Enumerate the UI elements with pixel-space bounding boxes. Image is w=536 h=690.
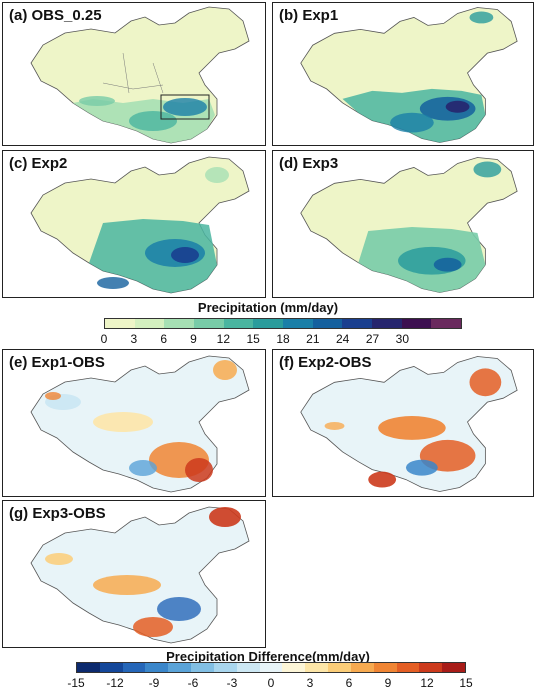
colorbar-swatch (305, 663, 329, 672)
colorbar-tick-label: 3 (130, 332, 138, 346)
colorbar-tick-label: -6 (187, 676, 199, 690)
precip-map (300, 157, 518, 293)
colorbar-title: Precipitation (mm/day) (197, 300, 339, 315)
panel-label: (d) Exp3 (279, 155, 339, 172)
colorbar-swatch (223, 319, 254, 328)
panel-label: (c) Exp2 (9, 155, 68, 172)
panel-label: (a) OBS_0.25 (9, 7, 102, 24)
colorbar-swatch (372, 319, 402, 328)
colorbar-swatch (236, 663, 260, 672)
precip-map (30, 6, 250, 144)
colorbar-swatch (442, 663, 466, 672)
colorbar-swatch (164, 319, 195, 328)
colorbar-tick-label: 15 (246, 332, 260, 346)
colorbar-swatch (253, 319, 284, 328)
colorbar-tick-label: -9 (148, 676, 160, 690)
difference-colorbar (76, 662, 466, 673)
panel-label: (e) Exp1-OBS (9, 354, 105, 371)
colorbar-tick-label: 15 (459, 676, 473, 690)
colorbar-tick-label: 6 (160, 332, 167, 346)
colorbar-swatch (213, 663, 237, 672)
panel-exp2-obs: (f) Exp2-OBS (272, 349, 534, 497)
colorbar-tick-label: -3 (226, 676, 238, 690)
panel-obs: (a) OBS_0.25 (2, 2, 266, 146)
colorbar-swatch (134, 319, 165, 328)
colorbar-swatch (350, 663, 374, 672)
colorbar-swatch (191, 663, 214, 672)
precip-map (30, 156, 250, 294)
colorbar-swatch (328, 663, 351, 672)
colorbar-tick-label: -15 (67, 676, 85, 690)
colorbar-tick-label: 0 (267, 676, 275, 690)
precip-colorbar (104, 318, 462, 329)
colorbar-tick-label: 6 (345, 676, 353, 690)
colorbar-tick-label: 12 (216, 332, 231, 346)
colorbar-swatch (99, 663, 123, 672)
colorbar-swatch (312, 319, 343, 328)
colorbar-tick-label: 27 (365, 332, 380, 346)
colorbar-swatch (168, 663, 192, 672)
colorbar-tick-label: 30 (395, 332, 410, 346)
colorbar-tick-label: 12 (420, 676, 434, 690)
colorbar-swatch (396, 663, 420, 672)
difference-map (300, 356, 518, 492)
colorbar-swatch (122, 663, 146, 672)
colorbar-title: Precipitation Difference(mm/day) (166, 649, 370, 664)
colorbar-swatch (342, 319, 373, 328)
colorbar-tick-label: 3 (306, 676, 314, 690)
difference-map (30, 355, 250, 493)
colorbar-tick-label: 9 (384, 676, 392, 690)
colorbar-tick-label: 0 (100, 332, 108, 346)
colorbar-swatch (259, 663, 283, 672)
panel-label: (g) Exp3-OBS (9, 505, 106, 522)
colorbar-swatch (373, 663, 397, 672)
colorbar-swatch (77, 663, 100, 672)
panel-exp1-obs: (e) Exp1-OBS (2, 349, 266, 497)
colorbar-swatch (419, 663, 443, 672)
colorbar-swatch (401, 319, 432, 328)
colorbar-tick-label: 24 (335, 332, 350, 346)
panel-exp1: (b) Exp1 (272, 2, 534, 146)
colorbar-swatch (194, 319, 224, 328)
colorbar-swatch (282, 663, 306, 672)
colorbar-tick-label: -12 (106, 676, 124, 690)
colorbar-swatch (431, 319, 462, 328)
panel-exp3: (d) Exp3 (272, 150, 534, 298)
colorbar-swatch (145, 663, 169, 672)
colorbar-swatch (105, 319, 135, 328)
precip-map (300, 7, 518, 143)
colorbar-tick-label: 18 (276, 332, 290, 346)
panel-label: (f) Exp2-OBS (279, 354, 372, 371)
colorbar-swatch (283, 319, 313, 328)
panel-exp3-obs: (g) Exp3-OBS (2, 500, 266, 648)
colorbar-tick-label: 9 (190, 332, 197, 346)
difference-map (30, 506, 250, 644)
colorbar-tick-label: 21 (306, 332, 320, 346)
panel-exp2: (c) Exp2 (2, 150, 266, 298)
panel-label: (b) Exp1 (279, 7, 339, 24)
